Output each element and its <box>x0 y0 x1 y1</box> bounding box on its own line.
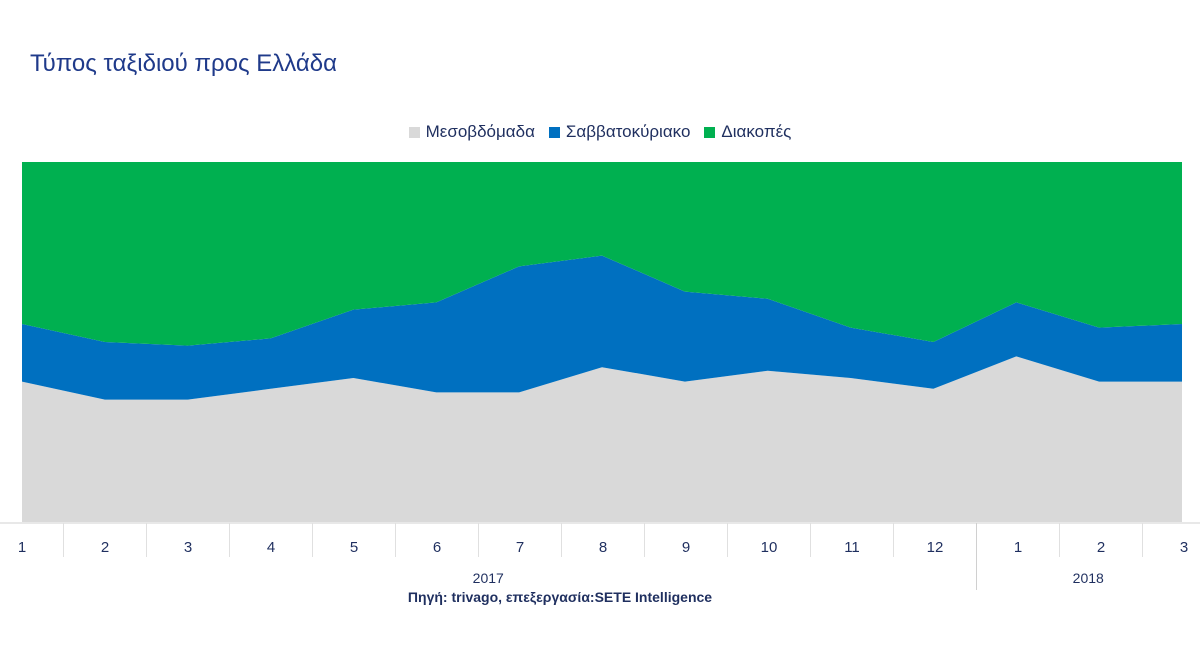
source-note: Πηγή: trivago, επεξεργασία:SETE Intellig… <box>407 589 713 605</box>
x-tick-label: 4 <box>267 539 275 556</box>
x-tick-label: 7 <box>516 539 524 556</box>
chart-title: Τύπος ταξιδιού προς Ελλάδα <box>30 50 337 77</box>
area-series-2 <box>22 255 1182 400</box>
legend-label-weekday: Μεσοβδόμαδα <box>425 122 535 141</box>
x-tick-label: 1 <box>1014 539 1022 556</box>
year-group-label: 2017 <box>473 570 504 586</box>
year-group-label: 2018 <box>1073 570 1104 586</box>
legend-swatch-weekday <box>408 126 420 138</box>
legend: Μεσοβδόμαδα Σαββατοκύριακο Διακοπές <box>0 122 1200 142</box>
legend-swatch-weekend <box>548 126 560 138</box>
x-tick-label: 2 <box>1097 539 1105 556</box>
legend-label-holidays: Διακοπές <box>721 122 792 141</box>
x-tick-label: 8 <box>599 539 607 556</box>
legend-swatch-holidays <box>704 126 716 138</box>
x-tick-label: 12 <box>927 539 944 556</box>
x-tick-label: 6 <box>433 539 441 556</box>
area-series-1 <box>22 356 1182 522</box>
x-tick-label: 9 <box>682 539 690 556</box>
legend-label-weekend: Σαββατοκύριακο <box>565 122 691 141</box>
x-tick-label: 3 <box>184 539 192 556</box>
x-tick-label: 2 <box>101 539 109 556</box>
x-tick-label: 1 <box>18 539 26 556</box>
legend-item-weekday: Μεσοβδόμαδα <box>408 122 535 142</box>
area-series-3 <box>22 162 1182 346</box>
legend-item-weekend: Σαββατοκύριακο <box>548 122 691 142</box>
legend-item-holidays: Διακοπές <box>704 122 791 142</box>
x-tick-label: 10 <box>761 539 778 556</box>
x-tick-label: 5 <box>350 539 358 556</box>
x-tick-label: 3 <box>1180 539 1188 556</box>
x-tick-label: 11 <box>844 539 860 556</box>
